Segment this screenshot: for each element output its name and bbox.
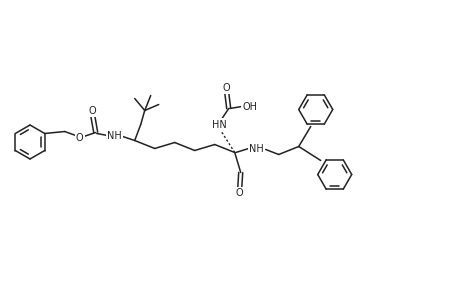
Text: O: O — [223, 82, 230, 92]
Text: O: O — [76, 133, 84, 142]
Text: HN: HN — [212, 119, 227, 130]
Text: NH: NH — [107, 130, 122, 140]
Text: O: O — [235, 188, 243, 199]
Text: NH: NH — [249, 143, 263, 154]
Text: O: O — [89, 106, 96, 116]
Text: OH: OH — [242, 101, 257, 112]
